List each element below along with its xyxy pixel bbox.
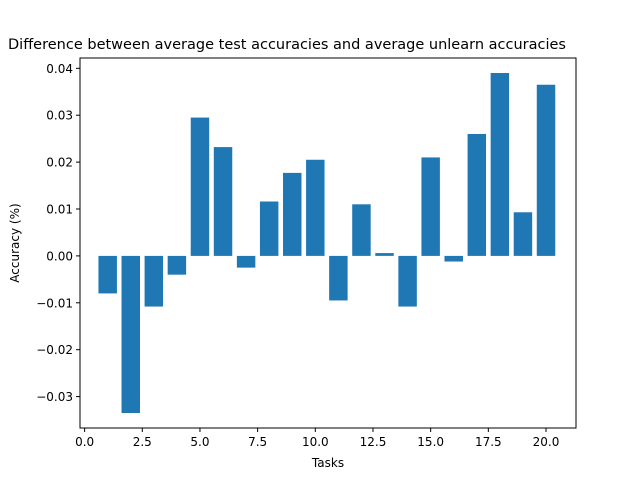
bar-task-9 (283, 172, 302, 256)
plot-frame (79, 57, 577, 429)
bar-task-2 (121, 255, 140, 413)
y-tick-label: −0.03 (36, 390, 73, 404)
bar-task-20 (536, 84, 556, 256)
bar-task-3 (144, 255, 164, 307)
x-tick-label: 7.5 (248, 435, 267, 449)
bar-task-11 (329, 255, 348, 301)
x-tick-label: 0.0 (75, 435, 94, 449)
y-tick-label: 0.03 (46, 109, 73, 123)
bar-task-5 (190, 117, 210, 256)
y-axis-label: Accuracy (%) (8, 203, 22, 282)
bar-task-16 (444, 255, 463, 262)
bar-task-1 (98, 255, 117, 294)
bars-group (98, 73, 556, 413)
y-tick-label: 0.01 (46, 203, 73, 217)
bar-task-19 (513, 212, 533, 256)
y-tick-label: 0.02 (46, 156, 73, 170)
bar-task-12 (352, 204, 371, 256)
x-tick-label: 15.0 (417, 435, 444, 449)
x-tick-label: 5.0 (190, 435, 209, 449)
y-tick-label: −0.02 (36, 343, 73, 357)
x-tick-label: 12.5 (360, 435, 387, 449)
bar-task-4 (167, 255, 187, 275)
bar-task-14 (398, 255, 417, 307)
y-axis-ticks: −0.03 −0.02 −0.01 0.00 0.01 0.02 0.03 0.04 (36, 62, 80, 404)
bar-task-15 (421, 157, 440, 256)
bar-task-7 (236, 255, 256, 268)
y-tick-label: 0.00 (46, 249, 73, 263)
x-tick-label: 17.5 (475, 435, 502, 449)
x-tick-label: 2.5 (133, 435, 152, 449)
x-tick-label: 20.0 (533, 435, 560, 449)
bar-task-10 (306, 159, 325, 256)
x-tick-label: 10.0 (302, 435, 329, 449)
bar-task-18 (490, 73, 510, 256)
y-tick-label: 0.04 (46, 62, 73, 76)
bar-task-13 (375, 253, 394, 256)
bar-task-17 (467, 133, 487, 256)
x-axis-label: Tasks (311, 456, 344, 470)
y-tick-label: −0.01 (36, 296, 73, 310)
bar-task-8 (259, 201, 279, 256)
chart-title: Difference between average test accuraci… (8, 37, 566, 53)
bar-task-6 (213, 147, 233, 256)
x-axis-ticks: 0.0 2.5 5.0 7.5 10.0 12.5 15.0 17.5 20.0 (75, 428, 559, 449)
